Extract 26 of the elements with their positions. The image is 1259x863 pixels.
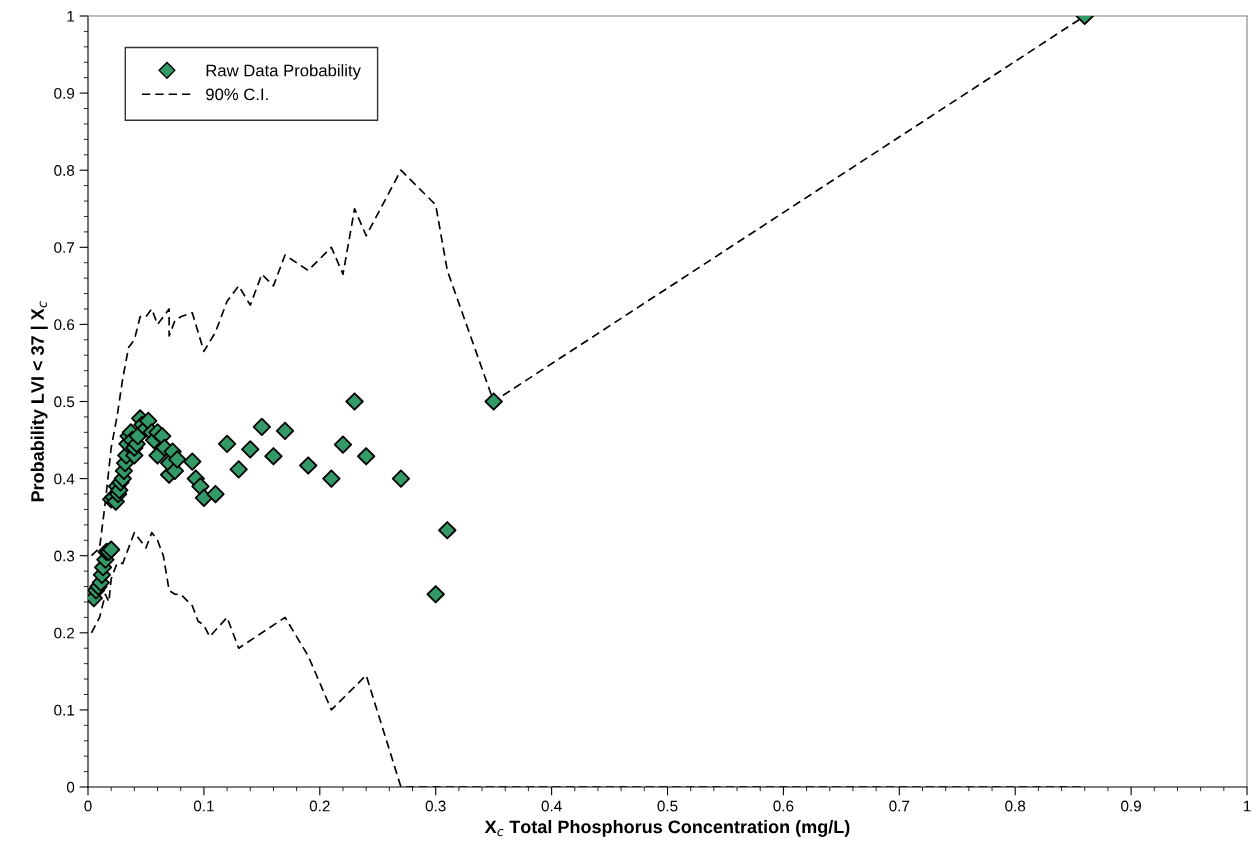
x-tick-label: 0.2 <box>309 800 330 812</box>
x-tick-label: 0.8 <box>1005 800 1026 812</box>
y-tick-label: 0.7 <box>54 242 75 253</box>
y-tick-label: 1 <box>67 11 75 22</box>
x-tick-label: 1 <box>1243 800 1251 812</box>
x-tick-label: 0.1 <box>193 800 214 812</box>
y-tick-label: 0.2 <box>54 627 75 639</box>
legend-label: 90% C.I. <box>206 88 268 101</box>
x-tick-label: 0 <box>84 800 92 812</box>
y-tick-label: 0 <box>66 781 75 793</box>
y-tick-label: 0.5 <box>54 396 75 408</box>
x-tick-label: 0.7 <box>889 800 910 812</box>
x-tick-label: 0.6 <box>773 800 794 812</box>
x-axis-title: X$_{c}$ Total Phosphorus Concentration (mg/L) <box>484 819 850 837</box>
x-tick-label: 0.4 <box>541 800 562 812</box>
x-tick-label: 0.3 <box>425 800 446 812</box>
x-tick-label: 0.5 <box>657 800 678 812</box>
y-tick-label: 0.3 <box>54 550 75 562</box>
y-tick-label: 0.4 <box>54 473 75 485</box>
y-tick-label: 0.9 <box>54 87 75 99</box>
x-tick-label: 0.9 <box>1121 800 1141 812</box>
legend-label: Raw Data Probability <box>206 64 361 80</box>
y-axis-title: Probability LVI < 37 | X$_{c}$ <box>30 301 48 502</box>
y-tick-label: 0.8 <box>54 165 75 176</box>
y-tick-label: 0.1 <box>54 704 75 716</box>
y-tick-label: 0.6 <box>54 319 75 331</box>
